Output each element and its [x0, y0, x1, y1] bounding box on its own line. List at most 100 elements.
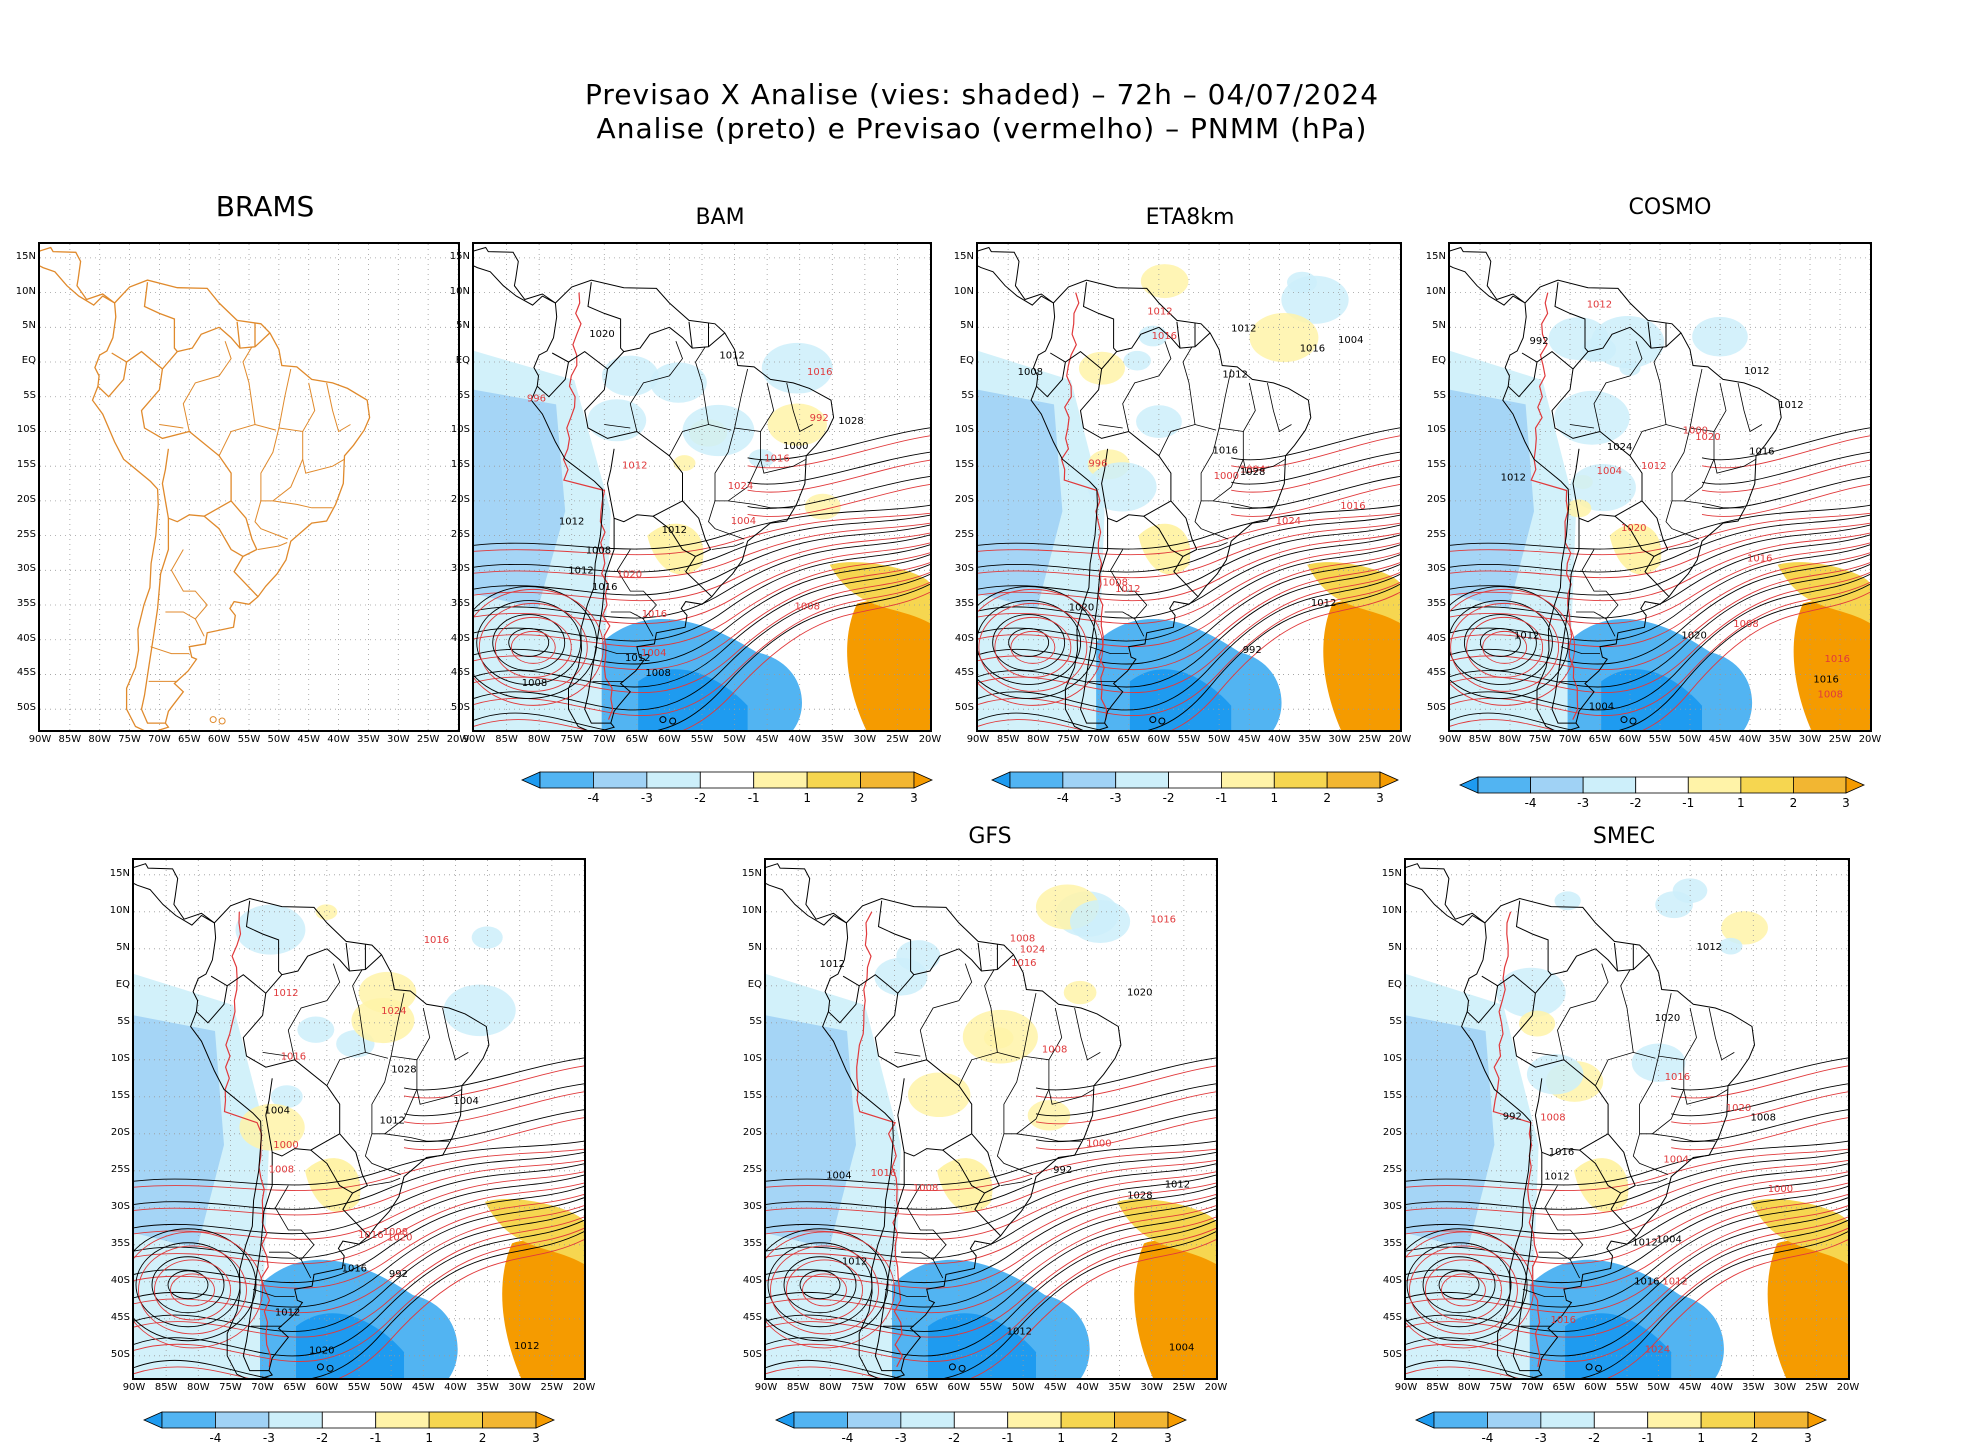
contour-label: 1016 [764, 453, 789, 464]
colorbar-label: 1 [1057, 1431, 1065, 1445]
contour-label: 1012 [1632, 1237, 1657, 1248]
contour-label: 1016 [281, 1051, 306, 1062]
country-border [242, 948, 369, 1237]
lat-tick-label: 35S [742, 1237, 762, 1249]
contour-label: 992 [1503, 1111, 1522, 1122]
contour-label: 1012 [1778, 400, 1803, 411]
forecast-isobar [978, 512, 1400, 556]
forecast-isobar [1701, 459, 1870, 493]
analysis-isobar [783, 1256, 857, 1314]
forecast-isobar [1450, 542, 1870, 625]
lat-tick-label: 25S [1382, 1163, 1402, 1175]
analysis-isobar [992, 614, 1066, 671]
lat-tick-label: 10S [742, 1052, 762, 1064]
forecast-isobar [1060, 292, 1108, 720]
lat-tick-label: 45S [1382, 1311, 1402, 1323]
bias-shade-region [443, 984, 516, 1037]
country-border [977, 942, 982, 972]
contour-label: 1016 [1011, 958, 1036, 969]
state-border [272, 500, 333, 509]
lat-tick-label: 40S [110, 1274, 130, 1286]
contour-label: 1012 [1744, 366, 1769, 377]
map-svg-smec: 1012101610121020101610121020101610121008… [1406, 860, 1848, 1378]
contour-label: 1012 [380, 1116, 405, 1127]
bias-shade-region [1721, 911, 1768, 945]
bias-shade-region [1406, 1015, 1495, 1249]
state-border [326, 382, 351, 433]
bias-shade-region [1138, 523, 1191, 575]
colorbar-segment [1593, 1411, 1649, 1429]
colorbar-segment [215, 1411, 270, 1429]
bias-shade-region [1719, 937, 1743, 955]
analysis-isobar [1479, 628, 1521, 657]
lat-tick-label: 50S [954, 702, 974, 714]
state-border [901, 1251, 934, 1260]
analysis-isobar [134, 1208, 584, 1332]
colorbar-label: 3 [1842, 796, 1850, 810]
colorbar-segment [1007, 1411, 1062, 1429]
bias-shade-region [1591, 316, 1665, 369]
bias-shade-region [351, 998, 415, 1044]
forecast-isobar [134, 1182, 584, 1265]
colorbar-label: -2 [1630, 796, 1642, 810]
analysis-isobar [766, 1163, 1216, 1235]
coastline [1406, 863, 1486, 926]
lon-tick-label: 40W [1076, 1382, 1099, 1393]
analysis-isobar [747, 475, 930, 509]
country-border [828, 985, 860, 1024]
forecast-isobar [474, 572, 930, 694]
analysis-isobar [1406, 1140, 1848, 1186]
country-border [584, 518, 615, 724]
state-border [1213, 500, 1274, 509]
state-border [1267, 382, 1292, 433]
forecast-isobar [494, 616, 572, 678]
lon-tick-label: 30W [1328, 734, 1352, 745]
state-border [594, 646, 637, 654]
contour-label: 1008 [522, 678, 547, 689]
analysis-isobar [134, 1219, 584, 1357]
forecast-isobar [786, 1259, 863, 1321]
colorbar-segment [1273, 771, 1328, 789]
lon-tick-label: 25W [1828, 734, 1852, 745]
state-border [302, 431, 345, 474]
lat-tick-label: EQ [747, 978, 762, 990]
colorbar-label: 2 [1751, 1431, 1759, 1445]
contour-label: 1012 [1147, 307, 1172, 318]
state-border [734, 368, 775, 432]
lat-tick-label: 35S [954, 598, 974, 610]
lat-tick-label: 5N [1388, 941, 1402, 953]
lon-tick-label: 45W [411, 1382, 435, 1393]
state-border [1658, 993, 1697, 1061]
state-border [352, 969, 366, 1053]
state-border [1652, 1133, 1716, 1142]
contour-label: 1004 [1240, 465, 1265, 476]
forecast-isobar [134, 1227, 584, 1362]
country-border [842, 974, 899, 994]
analysis-isobar [134, 1140, 584, 1186]
coastline [91, 279, 371, 730]
lat-tick-label: EQ [959, 355, 974, 367]
country-border [1534, 1078, 1609, 1157]
coastline [530, 279, 835, 730]
contour-label: 1028 [838, 416, 863, 427]
forecast-isobar [1530, 292, 1579, 720]
state-border [218, 423, 277, 457]
forecast-isobar [1406, 1193, 1848, 1289]
contour-label: 1012 [622, 460, 647, 471]
state-border [262, 1052, 289, 1057]
bias-shade-region [1136, 405, 1182, 439]
lon-tick-label: 20W [1204, 1382, 1228, 1393]
state-border [1074, 1007, 1101, 1061]
contour-label: 1012 [820, 959, 845, 970]
bias-shade-region [502, 1240, 584, 1378]
island [218, 717, 226, 725]
contour-label: 1024 [1607, 442, 1632, 453]
contour-label: 1016 [1665, 1072, 1690, 1083]
analysis-isobar [134, 1174, 584, 1259]
lon-tick-label: 90W [462, 734, 486, 745]
colorbar-segment [521, 771, 541, 789]
country-border [688, 321, 693, 349]
lat-tick-label: 45S [742, 1311, 762, 1323]
lon-tick-label: 80W [818, 1382, 842, 1393]
state-border [1683, 1059, 1729, 1105]
